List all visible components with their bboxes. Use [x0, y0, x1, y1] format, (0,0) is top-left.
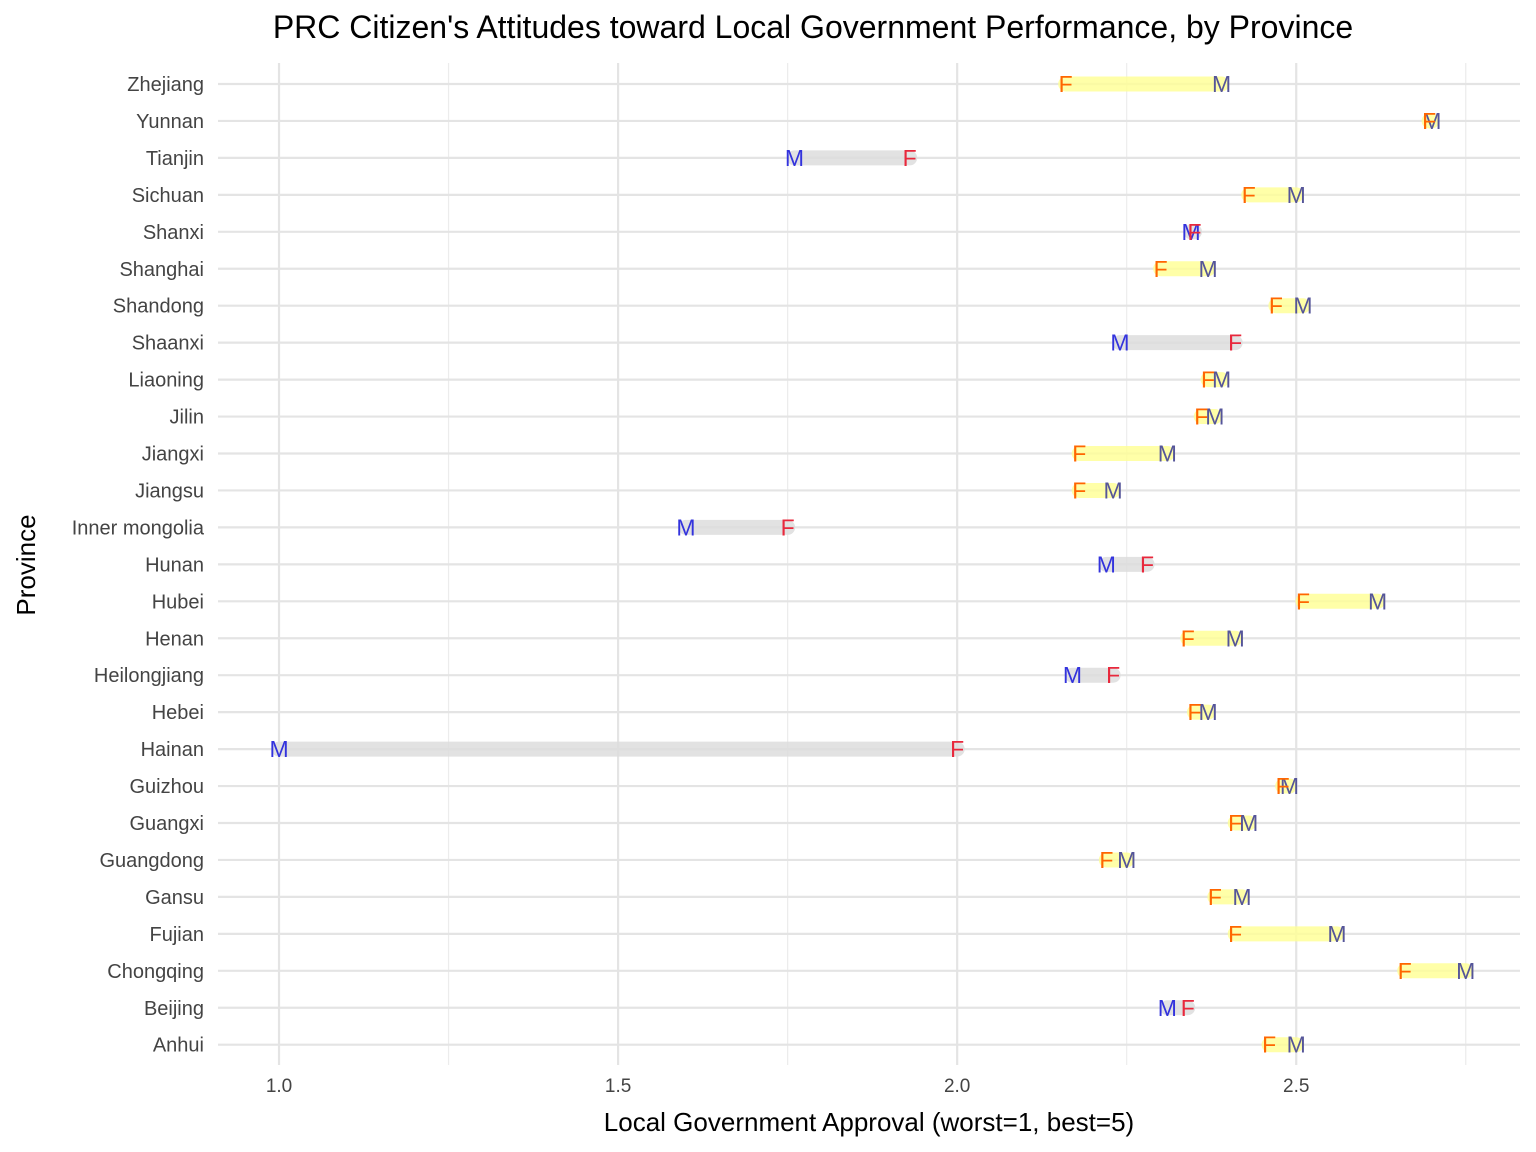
segments	[271, 76, 1474, 1053]
y-tick-label: Shandong	[113, 296, 204, 318]
female-label: F	[1228, 921, 1242, 947]
female-label: F	[1072, 477, 1086, 503]
male-label: M	[1198, 699, 1217, 725]
y-tick-label: Hunan	[145, 554, 204, 576]
female-label: F	[781, 514, 795, 540]
male-label: M	[1293, 293, 1312, 319]
y-tick-label: Zhejiang	[127, 74, 204, 96]
female-label: F	[1276, 773, 1290, 799]
x-tick-label: 2.0	[944, 1076, 970, 1097]
male-label: M	[1182, 219, 1201, 245]
female-label: F	[1099, 847, 1113, 873]
y-tick-label: Hainan	[141, 739, 204, 761]
female-label: F	[1228, 330, 1242, 356]
female-label: F	[1059, 71, 1073, 97]
y-tick-label: Jilin	[170, 407, 204, 429]
y-axis-title: Province	[11, 514, 41, 615]
female-label: F	[1181, 995, 1195, 1021]
male-label: M	[1063, 662, 1082, 688]
y-tick-label: Guangdong	[99, 850, 204, 872]
male-label: M	[1456, 958, 1475, 984]
y-tick-label: Anhui	[153, 1035, 204, 1057]
grid	[218, 63, 1520, 1065]
male-label: M	[1226, 625, 1245, 651]
male-label: M	[1117, 847, 1136, 873]
male-label: M	[785, 145, 804, 171]
male-label: M	[1239, 810, 1258, 836]
y-tick-label: Beijing	[144, 998, 204, 1020]
female-label: F	[1194, 404, 1208, 430]
y-tick-label: Henan	[145, 628, 204, 650]
y-tick-label: Liaoning	[128, 370, 204, 392]
male-label: M	[1422, 108, 1441, 134]
male-label: M	[1287, 1032, 1306, 1058]
female-label: F	[1242, 182, 1256, 208]
female-label: F	[1154, 256, 1168, 282]
y-tick-label: Hebei	[152, 702, 204, 724]
female-label: F	[950, 736, 964, 762]
male-label: M	[1104, 477, 1123, 503]
male-label: M	[1212, 71, 1231, 97]
female-label: F	[1422, 108, 1436, 134]
x-axis-title: Local Government Approval (worst=1, best…	[604, 1107, 1134, 1137]
female-label: F	[1181, 625, 1195, 651]
female-label: F	[903, 145, 917, 171]
male-label: M	[1110, 330, 1129, 356]
y-tick-label: Heilongjiang	[94, 665, 204, 687]
male-label: M	[1327, 921, 1346, 947]
y-tick-label: Shanghai	[119, 259, 204, 281]
male-label: M	[1232, 884, 1251, 910]
female-label: F	[1208, 884, 1222, 910]
y-tick-label: Guangxi	[130, 813, 205, 835]
y-tick-label: Guizhou	[130, 776, 205, 798]
x-tick-label: 1.5	[605, 1076, 631, 1097]
male-label: M	[1158, 995, 1177, 1021]
y-axis-ticks: Zhejiang Yunnan Tianjin Sichuan Shanxi Shangh…	[72, 74, 205, 1057]
y-tick-label: Yunnan	[136, 111, 204, 133]
male-label: M	[1097, 551, 1116, 577]
female-label: F	[1398, 958, 1412, 984]
y-tick-label: Sichuan	[132, 185, 204, 207]
y-tick-label: Fujian	[150, 924, 204, 946]
female-label: F	[1228, 810, 1242, 836]
female-label: F	[1296, 588, 1310, 614]
male-label: M	[676, 514, 695, 540]
female-label: F	[1106, 662, 1120, 688]
female-label: F	[1201, 367, 1215, 393]
chart-title: PRC Citizen's Attitudes toward Local Gov…	[273, 9, 1353, 45]
y-tick-label: Jiangxi	[142, 444, 204, 466]
male-label: M	[269, 736, 288, 762]
y-tick-label: Jiangsu	[135, 480, 204, 502]
male-label: M	[1280, 773, 1299, 799]
male-label: M	[1198, 256, 1217, 282]
x-tick-label: 1.0	[266, 1076, 292, 1097]
female-label: F	[1187, 699, 1201, 725]
x-axis-ticks: 1.0 1.5 2.0 2.5	[266, 1076, 1310, 1097]
y-tick-label: Chongqing	[107, 961, 204, 983]
female-label: F	[1187, 219, 1201, 245]
y-tick-label: Shanxi	[143, 222, 204, 244]
y-tick-label: Tianjin	[146, 148, 204, 170]
y-tick-label: Hubei	[152, 591, 204, 613]
female-label: F	[1072, 441, 1086, 467]
y-tick-label: Shaanxi	[132, 333, 204, 355]
female-label: F	[1262, 1032, 1276, 1058]
y-tick-label: Inner mongolia	[72, 517, 205, 539]
male-label: M	[1368, 588, 1387, 614]
female-label: F	[1140, 551, 1154, 577]
male-label: M	[1287, 182, 1306, 208]
x-tick-label: 2.5	[1283, 1076, 1309, 1097]
female-label: F	[1269, 293, 1283, 319]
y-tick-label: Gansu	[145, 887, 204, 909]
male-label: M	[1205, 404, 1224, 430]
male-label: M	[1158, 441, 1177, 467]
male-label: M	[1212, 367, 1231, 393]
